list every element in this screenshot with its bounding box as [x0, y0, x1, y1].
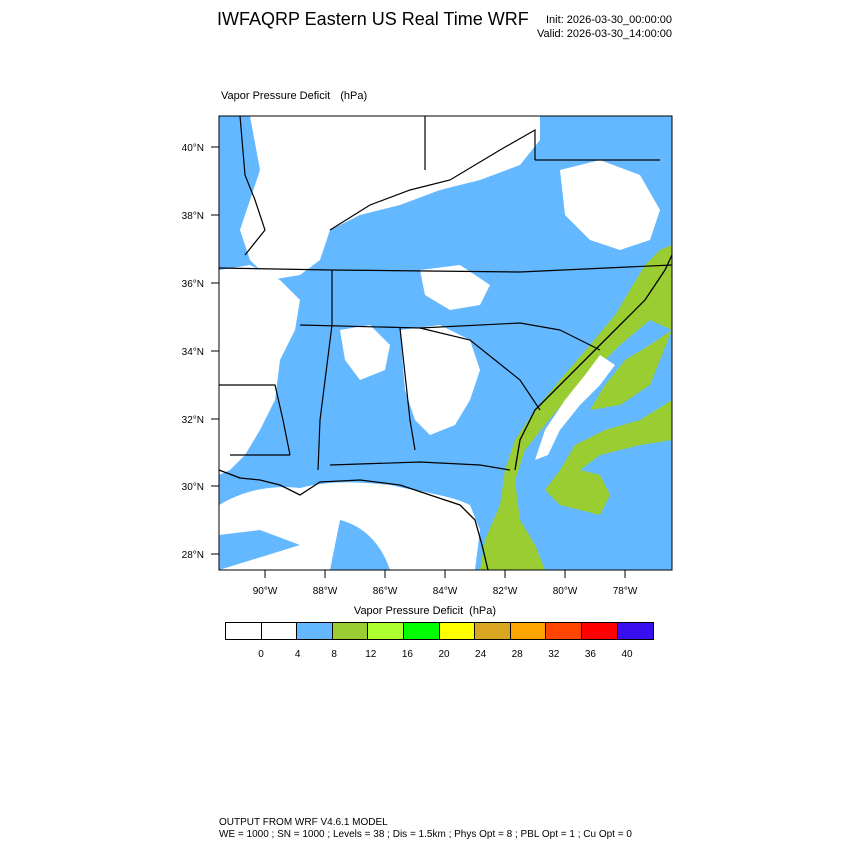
colorbar-swatch — [617, 623, 654, 639]
init-time: Init: 2026-03-30_00:00:00 — [546, 14, 672, 26]
init-valid-times: Init: 2026-03-30_00:00:00 Valid: 2026-03… — [537, 13, 672, 41]
colorbar-label: 24 — [475, 649, 487, 660]
colorbar-swatch — [261, 623, 298, 639]
colorbar-units: (hPa) — [469, 605, 497, 617]
colorbar-swatch — [581, 623, 618, 639]
lat-tick-label: 32°N — [182, 415, 204, 426]
lon-tick-label: 90°W — [253, 586, 278, 597]
colorbar-label: 16 — [401, 649, 413, 660]
colorbar-swatch — [332, 623, 369, 639]
valid-time: Valid: 2026-03-30_14:00:00 — [537, 28, 672, 40]
colorbar-swatch — [510, 623, 547, 639]
colorbar-swatch — [226, 623, 262, 639]
lon-tick-label: 78°W — [613, 586, 638, 597]
gulf-coastline — [219, 469, 489, 570]
gulf-blue-patch-2 — [330, 520, 390, 570]
colorbar-label: 32 — [548, 649, 560, 660]
virginia-low-vpd — [560, 160, 660, 250]
map-title: IWFAQRP Eastern US Real Time WRF — [217, 9, 529, 29]
colorbar-label: 8 — [331, 649, 337, 660]
lon-axis: 90°W 88°W 86°W 84°W 82°W 80°W 78°W — [253, 570, 638, 597]
state-borders — [219, 116, 672, 471]
colorbar-swatch — [403, 623, 440, 639]
gulf-blue-patch — [219, 530, 300, 570]
coastal-vpd-8-12 — [480, 245, 672, 570]
colorbar-swatch — [297, 623, 333, 639]
lat-tick-label: 36°N — [182, 279, 204, 290]
lat-axis: 40°N 38°N 36°N 34°N 32°N 30°N 28°N — [182, 143, 219, 561]
lat-tick-label: 40°N — [182, 143, 204, 154]
colorbar-swatch — [368, 623, 404, 639]
colorbar-swatch — [546, 623, 582, 639]
colorbar-swatch — [439, 623, 476, 639]
colorbar-label: 20 — [438, 649, 450, 660]
lat-tick-label: 38°N — [182, 211, 204, 222]
footer-line-2: WE = 1000 ; SN = 1000 ; Levels = 38 ; Di… — [219, 829, 632, 840]
alabama-low-vpd — [340, 325, 390, 380]
colorbar-label: 36 — [584, 649, 596, 660]
lon-tick-label: 82°W — [493, 586, 518, 597]
colorbar-swatch — [475, 623, 511, 639]
colorbar-label: 28 — [511, 649, 523, 660]
lon-tick-label: 84°W — [433, 586, 458, 597]
colorbar-label: 40 — [621, 649, 633, 660]
field-name: Vapor Pressure Deficit — [221, 90, 331, 102]
atlantic-coastline — [514, 254, 672, 471]
lat-tick-label: 30°N — [182, 482, 204, 493]
lat-tick-label: 28°N — [182, 550, 204, 561]
atlantic-vpd-8-12 — [545, 330, 672, 515]
colorbar-label: 0 — [258, 649, 264, 660]
colorbar-label: 12 — [365, 649, 377, 660]
footer-line-1: OUTPUT FROM WRF V4.6.1 MODEL — [219, 817, 388, 828]
map-field — [219, 116, 672, 570]
lon-tick-label: 88°W — [313, 586, 338, 597]
colorbar-label: 4 — [294, 649, 301, 660]
lat-tick-label: 34°N — [182, 347, 204, 358]
field-units: (hPa) — [340, 90, 368, 102]
nearshore-low-vpd — [535, 355, 615, 460]
colorbar — [225, 622, 655, 640]
tennessee-low-vpd — [420, 265, 490, 310]
colorbar-variable: Vapor Pressure Deficit — [353, 605, 464, 617]
colorbar-title: Vapor Pressure Deficit (hPa) — [0, 605, 850, 617]
lon-tick-label: 80°W — [553, 586, 578, 597]
lon-tick-label: 86°W — [373, 586, 398, 597]
mississippi-valley-low-vpd — [219, 265, 300, 475]
georgia-low-vpd — [400, 325, 480, 435]
model-footer: OUTPUT FROM WRF V4.6.1 MODEL WE = 1000 ;… — [219, 817, 632, 841]
field-label: Vapor Pressure Deficit (hPa) — [221, 90, 367, 102]
